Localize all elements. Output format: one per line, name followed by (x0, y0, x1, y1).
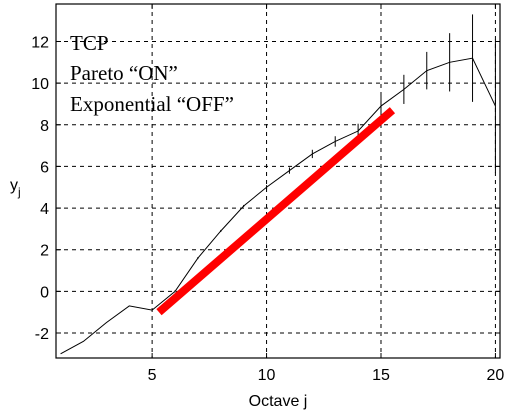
y-tick-label-5: 8 (40, 118, 49, 135)
y-tick-label-7: 12 (31, 34, 49, 51)
series-line-fit (156, 107, 396, 316)
annotation-line-3: Exponential “OFF” (70, 92, 234, 116)
x-tick-label-0: 5 (148, 367, 157, 384)
y-axis-label-main: y (10, 177, 18, 194)
x-axis-label: Octave j (249, 393, 308, 410)
y-axis-label-sub: j (17, 185, 21, 199)
y-tick-label-2: 2 (40, 243, 49, 260)
plot-frame (55, 3, 501, 359)
ticks: 5 10 15 20 -2 0 2 4 6 8 10 12 (31, 4, 504, 384)
marks (60, 14, 496, 355)
y-tick-label-3: 4 (40, 201, 49, 218)
y-axis-label: yj (10, 177, 21, 199)
y-tick-label-4: 6 (40, 159, 49, 176)
series-line-measured (60, 57, 496, 355)
x-tick-label-3: 20 (487, 367, 505, 384)
x-tick-label-1: 10 (258, 367, 276, 384)
x-tick-label-2: 15 (372, 367, 390, 384)
y-tick-label-0: -2 (35, 326, 49, 343)
y-tick-label-6: 10 (31, 76, 49, 93)
annotation-line-2: Pareto “ON” (70, 61, 178, 85)
annotation-line-1: TCP (70, 31, 109, 55)
y-tick-label-1: 0 (40, 284, 49, 301)
annotation-block: TCP Pareto “ON” Exponential “OFF” (70, 31, 234, 116)
